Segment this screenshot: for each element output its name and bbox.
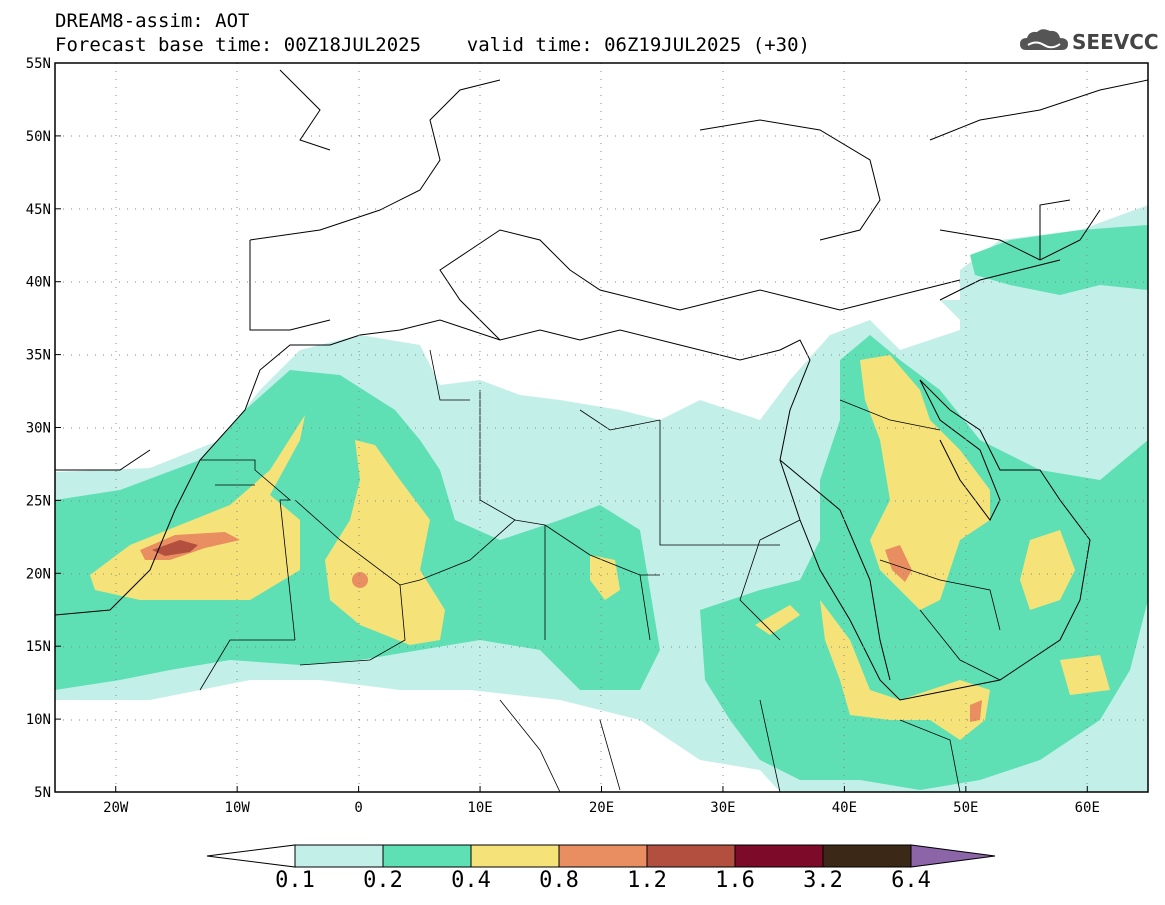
colorbar-label-6.4: 6.4 — [891, 868, 931, 893]
aot-field — [55, 63, 1148, 792]
lat-label-40N: 40N — [26, 275, 51, 291]
lat-label-35N: 35N — [26, 348, 51, 364]
forecast-times: Forecast base time: 00Z18JUL2025 valid t… — [55, 34, 810, 56]
coastlines — [55, 69, 1148, 701]
lon-label-50E: 50E — [953, 800, 978, 816]
lat-label-50N: 50N — [26, 129, 51, 145]
colorbar-swatch-3.2 — [822, 844, 912, 868]
colorbar-swatch-0.4 — [470, 844, 560, 868]
lon-label-10E: 10E — [467, 800, 492, 816]
map-title: DREAM8-assim: AOT — [55, 10, 250, 32]
lon-label-10W: 10W — [225, 800, 251, 816]
lat-label-10N: 10N — [26, 712, 51, 728]
lon-label-20W: 20W — [103, 800, 129, 816]
lat-label-45N: 45N — [26, 202, 51, 218]
colorbar-swatch-0.8 — [558, 844, 648, 868]
lat-label-15N: 15N — [26, 639, 51, 655]
colorbar — [206, 844, 996, 868]
lat-label-25N: 25N — [26, 493, 51, 509]
country-borders — [199, 349, 1001, 792]
colorbar-label-0.8: 0.8 — [539, 868, 579, 893]
colorbar-high-arrow — [910, 844, 996, 868]
lon-label-0: 0 — [354, 800, 362, 816]
cloud-icon: SEEVCCC — [1020, 29, 1165, 54]
lat-label-5N: 5N — [34, 785, 51, 801]
longitude-labels: 20W 10W 0 10E 20E 30E 40E 50E 60E — [103, 786, 1100, 816]
latitude-labels: 55N 50N 45N 40N 35N 30N 25N 20N 15N 10N 5N — [26, 56, 61, 801]
lat-label-30N: 30N — [26, 421, 51, 437]
logo-text: SEEVCCC — [1072, 30, 1158, 54]
colorbar-label-1.6: 1.6 — [715, 868, 755, 893]
colorbar-label-0.4: 0.4 — [451, 868, 491, 893]
colorbar-swatch-1.6 — [734, 844, 824, 868]
colorbar-swatch-0.1 — [294, 844, 384, 868]
lon-label-20E: 20E — [589, 800, 614, 816]
lat-label-20N: 20N — [26, 566, 51, 582]
lon-label-40E: 40E — [832, 800, 857, 816]
colorbar-label-1.2: 1.2 — [627, 868, 667, 893]
lat-label-55N: 55N — [26, 56, 51, 72]
seevccc-logo: SEEVCCC — [1018, 26, 1165, 56]
aot-level-1.2 — [152, 540, 198, 556]
colorbar-swatch-0.2 — [382, 844, 472, 868]
colorbar-label-0.2: 0.2 — [363, 868, 403, 893]
colorbar-label-0.1: 0.1 — [275, 868, 315, 893]
lon-label-60E: 60E — [1075, 800, 1100, 816]
colorbar-low-arrow — [206, 844, 296, 868]
colorbar-swatch-1.2 — [646, 844, 736, 868]
lon-label-30E: 30E — [710, 800, 735, 816]
colorbar-label-3.2: 3.2 — [803, 868, 843, 893]
